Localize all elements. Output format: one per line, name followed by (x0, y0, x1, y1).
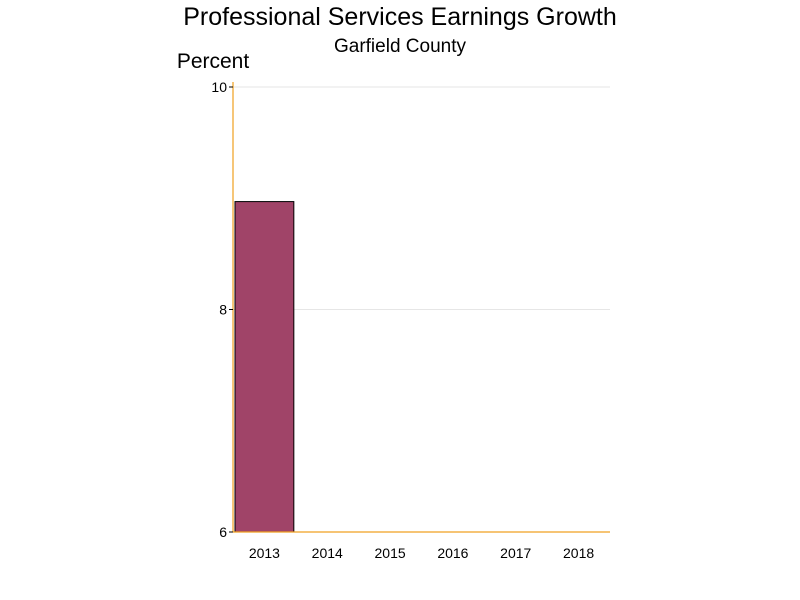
y-axis-label: Percent (177, 50, 250, 73)
x-tick-label: 2016 (437, 545, 468, 561)
bars (234, 201, 295, 533)
x-tick-label: 2013 (249, 545, 280, 561)
chart-title: Professional Services Earnings Growth (183, 3, 617, 31)
axes (232, 82, 610, 533)
x-tick-label: 2015 (375, 545, 406, 561)
bar-2013 (234, 201, 295, 533)
x-tick-label: 2018 (563, 545, 594, 561)
chart-subtitle: Garfield County (334, 36, 467, 57)
y-tick-label: 10 (211, 79, 227, 95)
x-tick-label: 2014 (312, 545, 343, 561)
gridlines (233, 86, 610, 310)
y-tick-label: 8 (219, 302, 227, 318)
y-tick-label: 6 (219, 524, 227, 540)
x-ticks: 2013 2014 2015 2016 2017 2018 (249, 545, 595, 561)
y-ticks: 6 8 10 (211, 79, 233, 540)
x-tick-label: 2017 (500, 545, 531, 561)
